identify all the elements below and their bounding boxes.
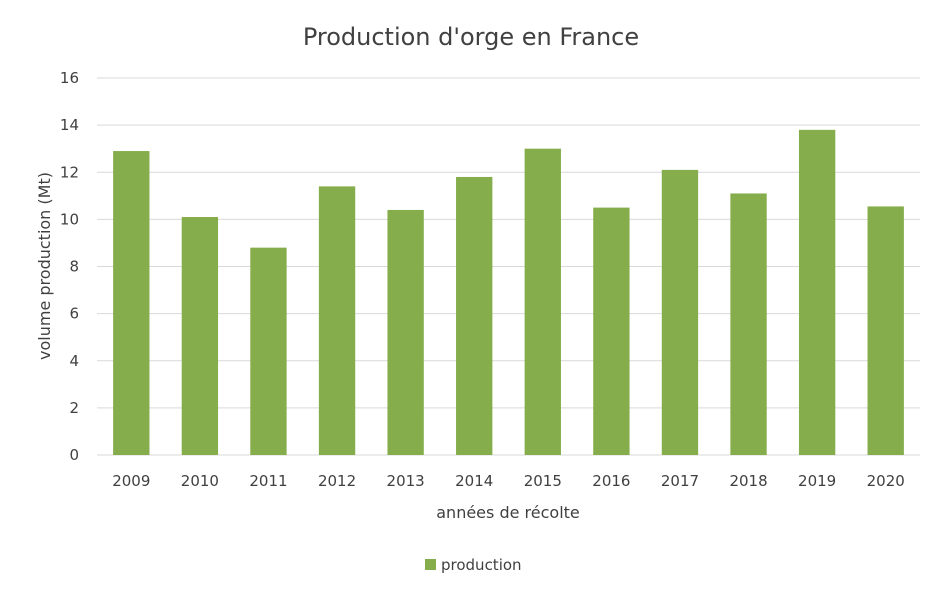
x-tick-label: 2013 (387, 472, 425, 490)
y-axis-ticks: 0 2 4 6 8 10 12 14 16 (60, 69, 79, 464)
gridlines (97, 77, 920, 456)
y-tick-label: 14 (60, 116, 79, 134)
y-tick-label: 8 (69, 258, 79, 276)
x-tick-label: 2014 (455, 472, 493, 490)
x-tick-label: 2019 (798, 472, 836, 490)
x-tick-label: 2012 (318, 472, 356, 490)
bar-2010 (181, 217, 219, 455)
y-tick-label: 16 (60, 69, 79, 87)
bar-2009 (113, 151, 150, 455)
bar-2017 (661, 169, 699, 456)
bar-2015 (524, 148, 561, 455)
x-tick-label: 2009 (112, 472, 150, 490)
x-axis-ticks: 2009 2010 2011 2012 2013 2014 2015 2016 2017 2018… (112, 472, 905, 490)
bar-2013 (387, 209, 424, 455)
x-tick-label: 2015 (524, 472, 562, 490)
x-tick-label: 2018 (729, 472, 767, 490)
bar-2018 (730, 193, 767, 456)
y-tick-label: 12 (60, 163, 79, 181)
legend-swatch-production (425, 559, 436, 570)
x-axis-label: années de récolte (436, 503, 580, 522)
x-tick-label: 2017 (661, 472, 699, 490)
y-tick-label: 2 (69, 399, 79, 417)
x-tick-label: 2010 (181, 472, 219, 490)
bars (113, 129, 904, 456)
bar-2012 (318, 186, 356, 455)
x-tick-label: 2011 (249, 472, 287, 490)
bar-2014 (456, 176, 493, 455)
x-tick-label: 2016 (592, 472, 630, 490)
x-tick-label: 2020 (867, 472, 905, 490)
bar-2011 (250, 247, 287, 455)
y-tick-label: 0 (69, 446, 79, 464)
y-tick-label: 10 (60, 210, 79, 228)
y-tick-label: 4 (69, 352, 79, 370)
legend-label-production: production (441, 556, 522, 574)
y-tick-label: 6 (69, 305, 79, 323)
y-axis-label: volume production (Mt) (35, 172, 54, 360)
bar-2016 (593, 207, 630, 455)
bar-2019 (798, 129, 836, 455)
bar-2020 (867, 206, 904, 455)
chart-title: Production d'orge en France (303, 23, 639, 51)
legend: production (425, 556, 522, 574)
